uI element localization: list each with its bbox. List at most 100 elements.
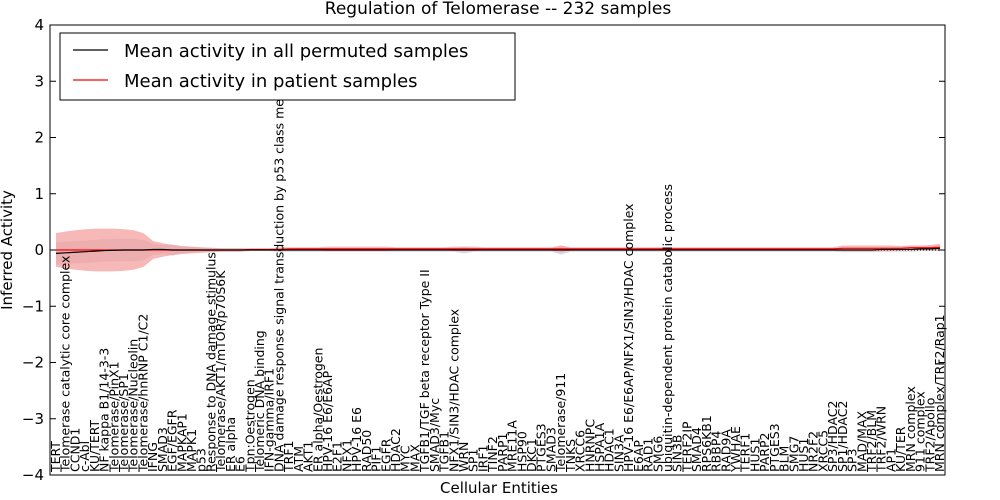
x-tick-label: ATM — [291, 446, 306, 472]
legend-label-patient: Mean activity in patient samples — [124, 71, 418, 92]
x-tick-label: SMAD3 — [155, 427, 170, 472]
x-tick-label: TNKS — [563, 439, 578, 473]
x-tick-label: Telomerase catalytic core complex — [58, 256, 73, 473]
x-tick-label: WRN — [456, 442, 471, 472]
x-tick-label: NFX1 — [339, 439, 354, 472]
y-tick-label: 1 — [34, 185, 44, 203]
x-tick-label: SMAD4 — [689, 427, 704, 472]
x-tick-label: ER alpha/Oestrogen — [310, 348, 325, 472]
x-tick-label: E2F1 — [330, 441, 345, 472]
x-tick-label: RAD50 — [359, 430, 374, 472]
x-tick-label: MYC — [398, 445, 413, 472]
chart-title: Regulation of Telomerase -- 232 samples — [325, 0, 672, 19]
x-tick-label: HPV-16 E6 — [349, 407, 364, 472]
x-tick-label: HDAC1 — [602, 428, 617, 472]
x-tick-label: DKC1 — [524, 438, 539, 472]
x-tick-label: TGFB1 — [437, 431, 452, 473]
x-tick-label: Telomeric DNA binding — [252, 330, 267, 473]
x-tick-label: TINF2 — [485, 436, 500, 473]
x-tick-label: MAPKAP1 — [174, 413, 189, 472]
x-tick-label: SP1 — [466, 449, 481, 472]
band-permuted — [56, 238, 940, 265]
x-tick-label: SP3/HDAC2 — [825, 401, 840, 472]
x-tick-label: HNRNPC — [582, 419, 597, 472]
x-tick-label: TRF2/BLM — [864, 410, 879, 473]
x-tick-label: SMG6 — [650, 436, 665, 472]
series-line-permuted — [55, 247, 941, 254]
x-tick-label: Telomerase/SP1 — [116, 373, 131, 473]
x-tick-label: EGF/EGFR — [165, 409, 180, 472]
x-tick-label: HSPA1A — [592, 422, 607, 472]
x-tick-label: EGFR — [378, 438, 393, 472]
y-tick-label: −1 — [22, 297, 44, 315]
x-tick-label: IFN-gamma/IRF1 — [262, 368, 277, 472]
x-tick-label: CCND1 — [67, 428, 82, 472]
x-tick-label: HSP90 — [514, 431, 529, 472]
x-tick-label: HUS1 — [796, 438, 811, 472]
y-axis: −4 −3 −2 −1 0 1 2 3 4 — [22, 16, 945, 484]
series-lines — [55, 246, 941, 254]
x-tick-label: PIF1 — [369, 446, 384, 472]
y-tick-label: −3 — [22, 410, 44, 428]
x-tick-label: SMG7 — [786, 436, 801, 472]
x-tick-label: TGFB1/TGF beta receptor Type II — [417, 269, 432, 473]
x-tick-label: NR2F2 — [806, 431, 821, 472]
y-tick-label: −4 — [22, 466, 44, 484]
legend: Mean activity in all permuted samples Me… — [59, 32, 516, 101]
x-tick-label: IRF1 — [475, 444, 490, 472]
x-tick-label: PTGES3 — [534, 423, 549, 472]
x-tick-label: RPS6KB1 — [699, 415, 714, 472]
x-tick-label: TERF1 — [738, 433, 753, 473]
legend-box — [59, 32, 516, 101]
x-tick-label: MRN complex — [903, 386, 918, 472]
x-tick-label: Tpn:Oestrogen — [242, 379, 257, 473]
y-tick-label: 3 — [34, 72, 44, 90]
x-tick-label: TERT — [48, 441, 63, 473]
x-tick-label: Telomerase/911 — [553, 373, 568, 473]
x-tick-label: TRF2/WRN — [874, 406, 889, 473]
x-tick-label: BLM — [777, 446, 792, 472]
x-tick-label: RAD1 — [641, 438, 656, 472]
y-tick-label: 0 — [34, 241, 44, 259]
x-tick-label: Telomerase/AKT1/mTOR/p70S6K — [213, 270, 228, 473]
x-tick-label: KU/TERT — [87, 419, 102, 472]
x-tick-label: KU/TER — [893, 426, 908, 472]
x-tick-label: PTGES3 — [767, 423, 782, 472]
x-tick-label: NFX1/SIN3/HDAC complex — [446, 309, 461, 472]
x-tick-label: YWHAE — [728, 426, 743, 473]
legend-label-permuted: Mean activity in all permuted samples — [124, 41, 468, 62]
x-tick-label: DNA damage response signal transduction … — [271, 45, 286, 472]
x-tick-label: MRN complex/TRF2/Rap1 — [932, 314, 947, 472]
x-tick-label: SMAD3 — [543, 427, 558, 472]
x-axis-label: Cellular Entities — [440, 479, 558, 497]
x-tick-label: HPV-16 E6/E6AP/NFX1/SIN3/HDAC complex — [621, 203, 636, 472]
x-tick-label: p53 — [194, 448, 209, 472]
x-tick-label: ubiquitin-dependent protein catabolic pr… — [660, 184, 675, 472]
y-tick-label: −2 — [22, 354, 44, 372]
x-tick-label: SIN3A — [611, 434, 626, 472]
x-tick-label: RAD9A — [718, 429, 733, 472]
x-tick-label: SP3 — [845, 449, 860, 472]
x-tick-label: 911 complex — [913, 391, 928, 472]
x-tick-label: ER alpha — [223, 417, 238, 472]
x-tick-label: MAX — [407, 444, 422, 472]
y-tick-label: 4 — [34, 16, 44, 34]
x-tick-label: SIN3B — [670, 435, 685, 473]
x-tick-label: PARP1 — [495, 433, 510, 472]
x-tick-label: MAPK1 — [184, 429, 199, 472]
x-tick-label: c-Abl — [77, 441, 92, 472]
x-tick-label: RBBP4 — [709, 431, 724, 472]
x-tick-label: Telomerase/hnRNP C1/C2 — [135, 314, 150, 473]
x-tick-label: MRE11A — [505, 420, 520, 472]
x-tick-label: NF kappa B1/14-3-3 — [97, 348, 112, 472]
x-tick-label: XRCC6 — [573, 430, 588, 472]
x-tick-label: SMAD3/Myc — [427, 398, 442, 472]
x-tick-label: HPV-16 E6/E6AP — [320, 370, 335, 472]
x-tick-label: AKT1 — [301, 441, 316, 472]
x-tick-label: SP1/HDAC2 — [835, 401, 850, 472]
x-tick-label: HDAC2 — [388, 428, 403, 472]
x-tick-label: Telomerase/Nucleolin — [126, 339, 141, 473]
x-tick-label: TRF2/Apollo — [922, 398, 937, 473]
